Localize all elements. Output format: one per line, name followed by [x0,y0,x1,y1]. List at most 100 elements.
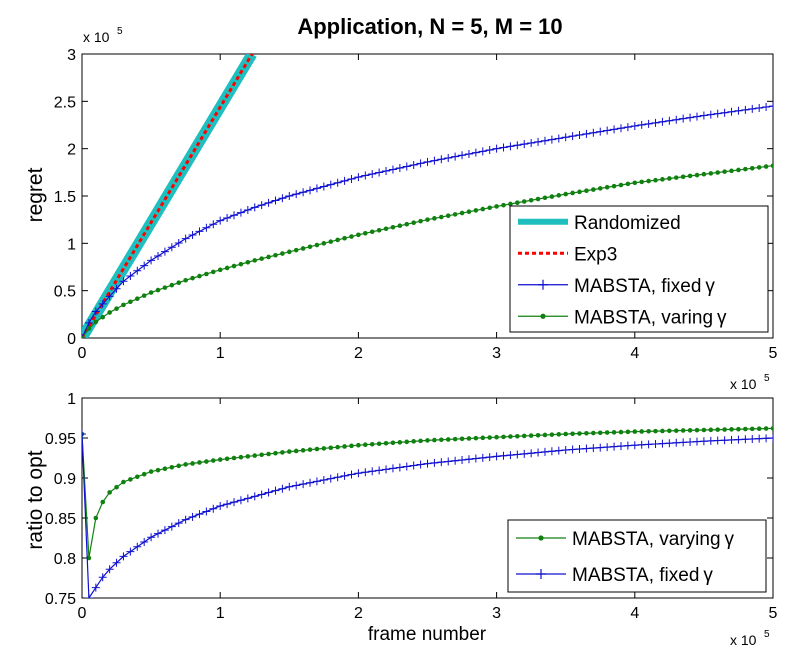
top-series-mabsta-fixed-marker [84,318,93,327]
bottom-series-mabsta-varying-marker [280,450,285,455]
bottom-series-mabsta-varying-marker [376,441,382,447]
bottom-series-mabsta-fixed-marker [727,435,736,444]
top-series-mabsta-fixed-marker [174,238,183,247]
top-series-mabsta-fixed-marker [665,116,674,125]
top-series-mabsta-varing-marker [501,202,506,208]
top-series-mabsta-varing-marker [121,302,126,308]
bottom-series-mabsta-fixed-marker [644,440,653,449]
bottom-series-mabsta-fixed-marker [312,477,321,486]
bottom-series-mabsta-varying-marker [432,437,437,443]
top-series-mabsta-varing-marker [508,201,513,207]
top-series-mabsta-varing-marker [473,208,479,213]
bottom-series-mabsta-varying-marker [128,477,133,482]
bottom-series-mabsta-fixed-marker [444,457,453,466]
top-series-mabsta-varing-marker [625,181,631,187]
bottom-legend-label-0: MABSTA, varying γ [572,529,735,550]
bottom-series-mabsta-fixed-marker [202,507,211,516]
top-series-mabsta-varing-marker [411,220,416,225]
bottom-series-mabsta-varying-marker [570,431,575,437]
top-series-mabsta-varing-marker [183,277,188,283]
top-series-mabsta-varing-marker [328,239,334,244]
top-series-mabsta-varing-marker [646,178,651,184]
bottom-series-mabsta-fixed-marker [423,459,432,468]
top-series-mabsta-varing-marker [763,164,769,169]
bottom-series-mabsta-fixed-marker [451,456,460,465]
bottom-series-mabsta-fixed-marker [368,467,377,476]
bottom-series-mabsta-varying-marker [487,435,492,440]
bottom-series-mabsta-varying-marker [667,428,672,434]
bottom-series-mabsta-varying-marker [293,448,299,454]
bottom-series-mabsta-varying-marker [425,438,430,443]
top-series-mabsta-varing-marker [542,195,548,201]
top-series-mabsta-varing-marker [349,234,354,239]
top-series-mabsta-fixed-marker [464,149,473,158]
top-series-mabsta-varing-marker [439,214,444,220]
top-series-mabsta-varing-marker [169,282,175,288]
bottom-series-mabsta-varying-marker [148,469,154,474]
top-series-mabsta-fixed-marker [755,103,764,112]
top-series-mabsta-fixed-marker [278,194,287,203]
top-series-mabsta-varing-marker [660,177,665,182]
bottom-series-mabsta-fixed-marker [506,451,515,460]
bottom-series-mabsta-fixed-marker [492,452,501,461]
top-series-mabsta-fixed-marker [575,131,584,140]
top-series-mabsta-varing-marker [494,204,499,209]
bottom-series-mabsta-fixed-marker [748,434,757,443]
bottom-series-mabsta-fixed-marker [395,463,404,472]
bottom-series-mabsta-fixed-marker [250,492,259,501]
bottom-series-mabsta-varying-marker [653,428,658,434]
top-series-mabsta-varing-marker [756,165,762,170]
top-series-mabsta-varing-marker [452,212,458,217]
top-series-mabsta-varing-marker [432,216,437,221]
top-series-mabsta-fixed-marker [395,163,404,172]
bottom-series-mabsta-fixed-marker [547,447,556,456]
bottom-series-mabsta-varying-marker [356,442,361,448]
top-series-mabsta-fixed-marker [236,208,245,217]
top-series-mabsta-fixed-marker [382,167,391,176]
top-series-mabsta-varing-marker [134,296,140,302]
bottom-series-mabsta-varying-marker [383,440,389,446]
top-series-mabsta-fixed-marker [540,136,549,145]
top-series-mabsta-varing-marker [466,209,472,215]
bottom-series-mabsta-fixed-marker [416,460,425,469]
bottom-series-mabsta-varying-marker [183,462,188,467]
bottom-series-mabsta-varying-marker [266,451,271,457]
bottom-series-mabsta-varying-marker [542,432,548,438]
bottom-series-mabsta-fixed-marker [464,455,473,464]
top-series-mabsta-varing-marker [231,263,237,269]
top-x-tick-label: 5 [769,345,778,362]
bottom-x-tick-label: 3 [492,605,501,622]
bottom-series-mabsta-fixed-marker [568,445,577,454]
top-series-mabsta-fixed-marker [312,184,321,193]
bottom-series-mabsta-fixed-marker [596,443,605,452]
top-series-mabsta-fixed-marker [672,115,681,124]
bottom-series-mabsta-fixed-marker [82,430,86,438]
top-series-mabsta-varing-marker [266,254,271,260]
bottom-series-mabsta-varying-marker [549,432,555,437]
top-series-group [82,54,773,338]
bottom-x-tick-label: 1 [216,605,225,622]
bottom-series-mabsta-fixed-marker [637,440,646,449]
bottom-series-mabsta-fixed-marker [679,438,688,447]
top-legend-label-2: MABSTA, fixed γ [574,276,715,297]
top-series-mabsta-varing-marker [287,249,292,255]
top-series-mabsta-fixed-marker [98,299,107,308]
top-series-mabsta-varing-marker [618,182,624,188]
bottom-series-mabsta-varying-marker [335,444,340,450]
bottom-series-mabsta-fixed-marker [98,573,107,582]
bottom-series-mabsta-fixed-marker [692,437,701,446]
bottom-series-mabsta-fixed-marker [257,490,266,499]
top-series-mabsta-fixed-marker [444,153,453,162]
bottom-series-mabsta-varying-marker [639,429,645,434]
bottom-series-mabsta-varying-marker [321,446,327,451]
top-series-mabsta-fixed-marker [340,176,349,185]
bottom-series-mabsta-fixed-marker [216,502,225,510]
top-series-mabsta-fixed-marker [610,125,619,134]
top-series-mabsta-fixed-marker [388,165,397,174]
bottom-legend-marker-1 [536,569,546,579]
bottom-series-mabsta-fixed-marker [105,565,114,574]
bottom-series-mabsta-varying-marker [349,443,354,449]
top-y-exponent-label: x 10 [83,29,110,45]
bottom-series-mabsta-varying-marker [632,429,638,434]
top-series-mabsta-varing-marker [217,267,223,273]
